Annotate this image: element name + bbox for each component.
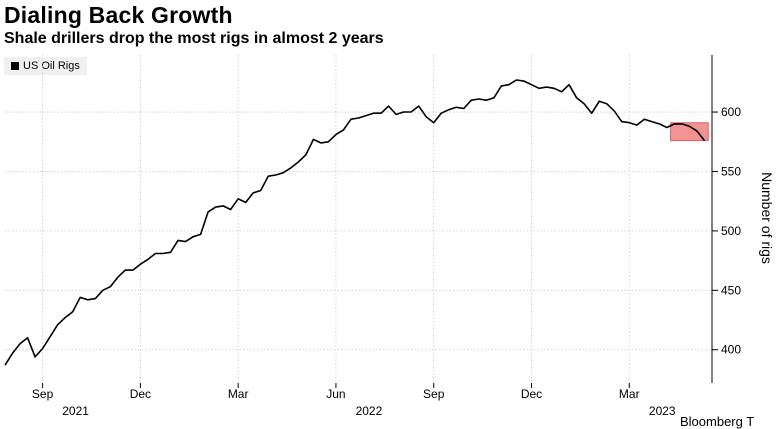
- x-year-label-2021: 2021: [62, 404, 89, 418]
- x-tick-label-4: Sep: [423, 387, 445, 401]
- y-tick-label-600: 600: [721, 105, 741, 119]
- x-tick-label-1: Dec: [130, 387, 151, 401]
- source-credit: Bloomberg T: [680, 414, 755, 429]
- highlight-region: [670, 122, 709, 142]
- x-year-label-2022: 2022: [356, 404, 383, 418]
- series-group: [4, 79, 706, 366]
- y-tick-label-400: 400: [721, 343, 741, 357]
- y-tick-label-450: 450: [721, 283, 741, 297]
- legend-label-us-oil-rigs: US Oil Rigs: [23, 60, 80, 72]
- x-tick-label-6: Mar: [619, 387, 640, 401]
- y-tick-label-550: 550: [721, 164, 741, 178]
- x-tick-label-0: Sep: [32, 387, 54, 401]
- legend: US Oil Rigs: [4, 57, 87, 75]
- x-tick-label-2: Mar: [228, 387, 249, 401]
- x-tick-label-5: Dec: [521, 387, 542, 401]
- chart-subtitle: Shale drillers drop the most rigs in alm…: [4, 30, 384, 47]
- highlight-region-group: [670, 122, 709, 142]
- y-tick-label-500: 500: [721, 224, 741, 238]
- chart-title: Dialing Back Growth: [4, 2, 233, 28]
- y-axis-title: Number of rigs: [759, 172, 775, 264]
- grid: [5, 55, 712, 383]
- x-tick-label-3: Jun: [326, 387, 345, 401]
- axes: 400 450 500 550 600 Sep 2021 Dec Mar Jun 2022 Sep De…: [32, 55, 741, 418]
- series-line-us-oil-rigs: [4, 79, 706, 366]
- legend-swatch-us-oil-rigs: [11, 62, 19, 70]
- x-year-label-2023: 2023: [649, 404, 676, 418]
